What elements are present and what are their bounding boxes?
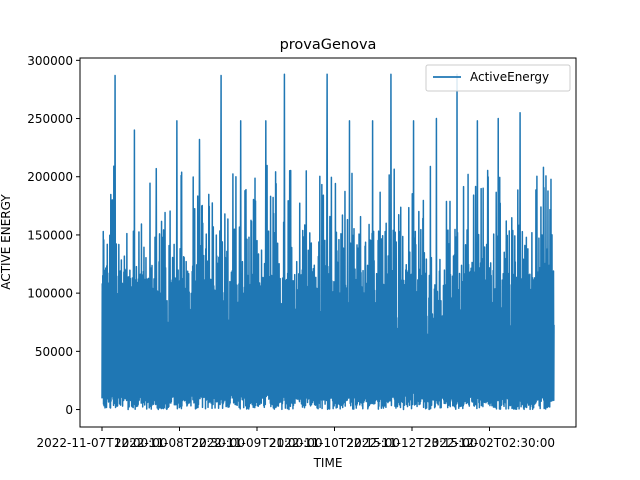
y-tick-label: 150000 [27,228,73,242]
x-tick-label: 2022-11-10T22:15:00 [269,436,400,450]
x-tick-label: 2022-11-12T23:15:00 [347,436,478,450]
y-tick-label: 300000 [27,54,73,68]
y-tick-label: 0 [65,403,73,417]
chart-title: provaGenova [280,37,377,53]
x-tick-label: 2022-12-02T02:30:00 [424,436,555,450]
y-axis: 0 50000 100000 150000 200000 250000 300000 [27,54,80,417]
x-tick-label: 2022-11-07T12:00:00 [37,436,168,450]
y-axis-label: ACTIVE ENERGY [0,194,13,290]
y-tick-label: 200000 [27,170,73,184]
legend: ActiveEnergy [425,64,571,92]
y-tick-label: 50000 [35,345,73,359]
legend-box [425,64,571,92]
series-group [101,73,555,411]
legend-label-activeenergy: ActiveEnergy [470,70,549,84]
x-tick-label: 2022-11-08T22:30:00 [114,436,245,450]
y-tick-label: 100000 [27,287,73,301]
x-axis: 2022-11-07T12:00:002022-11-08T22:30:0020… [37,427,555,450]
x-tick-label: 2022-11-09T21:00:00 [192,436,323,450]
axes-frame [79,57,577,428]
y-tick-label: 250000 [27,112,73,126]
x-axis-label: TIME [313,456,343,470]
series-line-activeenergy [101,73,555,411]
